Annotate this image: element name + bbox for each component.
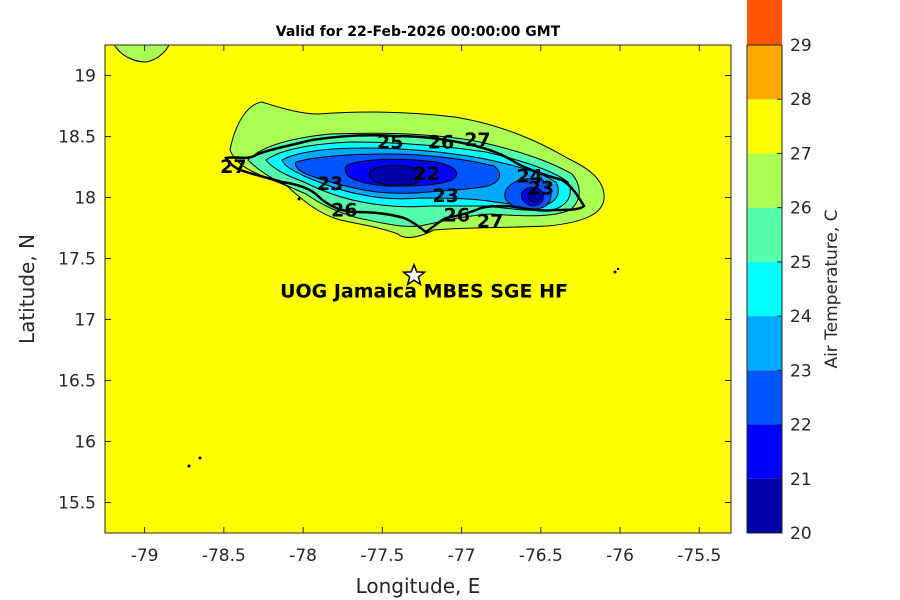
contour-label: 23 bbox=[528, 178, 554, 200]
contour-fill-26-corner bbox=[114, 45, 170, 63]
contour-label: 26 bbox=[331, 200, 357, 222]
x-tick-label: -76 bbox=[606, 546, 634, 566]
colorbar-tick-label: 27 bbox=[790, 144, 812, 164]
axes-frame bbox=[104, 44, 732, 534]
contour-label: 27 bbox=[220, 156, 246, 178]
colorbar-tick-label: 26 bbox=[790, 199, 812, 219]
colorbar-segment bbox=[747, 261, 782, 317]
colorbar: 20 21 22 23 24 25 26 27 28 29 bbox=[746, 0, 812, 544]
contour-label: 24 bbox=[517, 166, 543, 188]
x-tick-label: -78 bbox=[289, 546, 317, 566]
contour-label: 26 bbox=[444, 205, 470, 227]
island-marker bbox=[297, 197, 301, 201]
colorbar-frame bbox=[746, 44, 783, 534]
contour-label: 23 bbox=[433, 185, 459, 207]
contour-label: 22 bbox=[413, 163, 439, 185]
x-tick-label: -79 bbox=[131, 546, 159, 566]
colorbar-segment bbox=[747, 153, 782, 208]
colorbar-segment bbox=[747, 316, 782, 371]
colorbar-tick-label: 20 bbox=[790, 524, 812, 544]
x-tick-label: -75.5 bbox=[677, 546, 721, 566]
colorbar-tick-label: 24 bbox=[790, 307, 812, 327]
contour-fill-group bbox=[114, 45, 620, 468]
x-tick-label: -77 bbox=[448, 546, 476, 566]
colorbar-tick-label: 29 bbox=[790, 36, 812, 56]
y-tick-label: 16.5 bbox=[58, 372, 96, 392]
contour-label: 27 bbox=[477, 211, 503, 233]
x-tick-label: -76.5 bbox=[519, 546, 563, 566]
y-tick-label: 17.5 bbox=[58, 250, 96, 270]
colorbar-tick-label: 23 bbox=[790, 361, 812, 381]
y-tick-label: 16 bbox=[74, 433, 96, 453]
jamaica-coastline bbox=[224, 133, 586, 234]
colorbar-segment bbox=[747, 0, 782, 45]
colorbar-segment bbox=[747, 478, 782, 533]
y-tick-label: 18.5 bbox=[58, 128, 96, 148]
island-marker bbox=[613, 270, 617, 274]
colorbar-tick-label: 28 bbox=[790, 90, 812, 110]
colorbar-segment bbox=[747, 207, 782, 262]
y-ticks: 15.5 16 16.5 17 17.5 18 18.5 19 bbox=[58, 67, 731, 514]
station-star-icon bbox=[401, 262, 427, 287]
colorbar-tick-label: 25 bbox=[790, 253, 812, 273]
colorbar-segment bbox=[747, 45, 782, 100]
y-tick-label: 17 bbox=[74, 311, 96, 331]
map-title: Valid for 22-Feb-2026 00:00:00 GMT bbox=[275, 24, 561, 40]
contour-fill-20 bbox=[368, 164, 422, 186]
colorbar-segment bbox=[747, 99, 782, 154]
y-tick-label: 18 bbox=[74, 189, 96, 209]
station-label: UOG Jamaica MBES SGE HF bbox=[280, 281, 568, 303]
x-tick-label: -78.5 bbox=[202, 546, 246, 566]
island-marker bbox=[187, 464, 191, 468]
colorbar-segment bbox=[747, 424, 782, 479]
y-tick-label: 15.5 bbox=[58, 494, 96, 514]
contour-label: 26 bbox=[428, 131, 454, 153]
y-tick-label: 19 bbox=[74, 67, 96, 87]
x-axis-label: Longitude, E bbox=[355, 574, 481, 598]
x-ticks: -79 -78.5 -78 -77.5 -77 -76.5 -76 -75.5 bbox=[131, 45, 721, 566]
station-group: UOG Jamaica MBES SGE HF bbox=[280, 262, 568, 303]
contour-label: 23 bbox=[317, 173, 343, 195]
contour-fill-20-east bbox=[527, 190, 541, 203]
island-marker bbox=[616, 267, 620, 271]
colorbar-segment bbox=[747, 370, 782, 425]
colorbar-tick-label: 21 bbox=[790, 470, 812, 490]
colorbar-tick-label: 22 bbox=[790, 416, 812, 436]
x-tick-label: -77.5 bbox=[360, 546, 404, 566]
contour-label: 25 bbox=[377, 131, 403, 153]
contour-label: 27 bbox=[464, 129, 490, 151]
island-marker bbox=[198, 456, 202, 460]
